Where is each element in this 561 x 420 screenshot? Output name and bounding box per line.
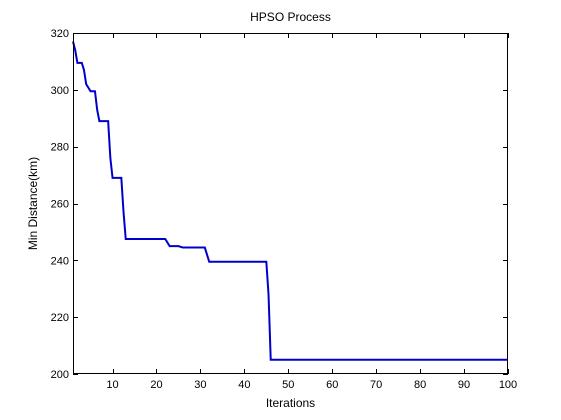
x-axis-label: Iterations	[266, 396, 315, 410]
x-tick-label: 80	[414, 379, 426, 391]
x-tick-label: 10	[106, 379, 118, 391]
x-tick-label: 100	[499, 379, 517, 391]
x-tick-label: 50	[282, 379, 294, 391]
y-tick-label: 300	[51, 85, 69, 97]
x-axis-ticks: 10 20 30 40 50 60 70 80 90 100	[106, 33, 517, 391]
y-tick-label: 320	[51, 28, 69, 40]
x-tick-label: 30	[194, 379, 206, 391]
plot-frame	[73, 33, 508, 374]
series-line	[72, 41, 508, 361]
chart-title: HPSO Process	[250, 10, 331, 24]
y-tick-label: 200	[51, 369, 69, 381]
y-tick-label: 260	[51, 199, 69, 211]
x-tick-label: 70	[370, 379, 382, 391]
y-tick-label: 280	[51, 142, 69, 154]
x-tick-label: 20	[150, 379, 162, 391]
plot-area	[73, 33, 508, 374]
y-tick-label: 220	[51, 312, 69, 324]
y-tick-label: 240	[51, 255, 69, 267]
y-axis-label: Min Distance(km)	[26, 157, 40, 250]
x-tick-label: 40	[238, 379, 250, 391]
x-tick-label: 60	[326, 379, 338, 391]
x-tick-label: 90	[458, 379, 470, 391]
